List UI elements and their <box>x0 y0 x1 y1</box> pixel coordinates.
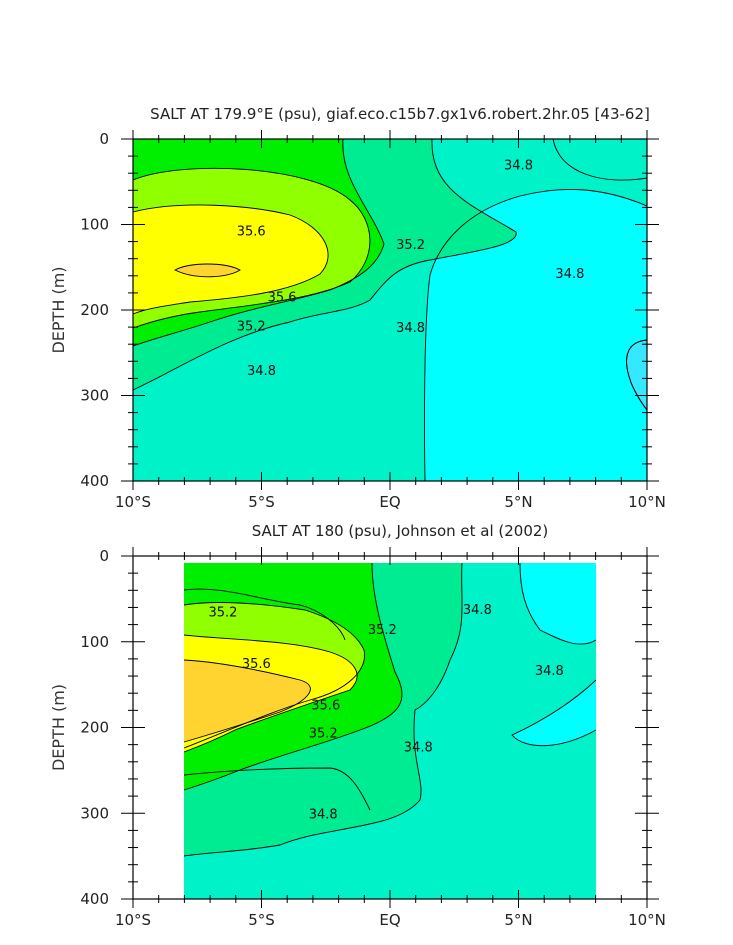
x-tick-label: 5°S <box>248 493 275 511</box>
x-tick-label: EQ <box>379 493 400 511</box>
contour-label: 35.2 <box>396 238 425 253</box>
y-tick-label: 200 <box>80 301 109 319</box>
contour-label: 34.8 <box>463 603 492 618</box>
y-axis-label: DEPTH (m) <box>49 266 68 353</box>
bottom-contour-line-2 <box>183 602 365 749</box>
y-tick-label: 300 <box>80 804 109 822</box>
contour-label: 34.8 <box>396 321 425 336</box>
top-contour-line-5 <box>174 263 241 278</box>
y-tick-label: 100 <box>80 216 109 234</box>
contour-label: 34.8 <box>309 807 338 822</box>
panel-top-axes: 10°S 5°S EQ 5°N 10°N 0 100 200 300 400 SALT AT 179… <box>49 105 666 511</box>
top-contour-line-7 <box>552 138 648 181</box>
panel-top-contour-lines <box>132 138 648 482</box>
x-tick-label: 5°N <box>504 911 532 929</box>
panel-bottom-axes: 10°S 5°S EQ 5°N 10°N 0 100 200 300 400 SALT AT 180… <box>49 522 666 929</box>
top-fill-band-6 <box>175 264 240 277</box>
contour-label: 35.2 <box>237 319 266 334</box>
y-tick-label: 0 <box>99 547 109 565</box>
contour-label: 34.8 <box>404 740 433 755</box>
x-tick-label: 5°S <box>248 911 275 929</box>
contour-label: 34.8 <box>504 159 533 174</box>
contour-label: 34.8 <box>555 267 584 282</box>
y-tick-label: 400 <box>80 890 109 908</box>
x-tick-label: 10°S <box>115 911 151 929</box>
bottom-contour-line-1 <box>183 562 403 791</box>
x-tick-label: 10°N <box>628 911 666 929</box>
chart-title: SALT AT 179.9°E (psu), giaf.eco.c15b7.gx… <box>150 105 650 123</box>
contour-label: 35.2 <box>368 623 397 638</box>
contour-label: 34.8 <box>535 664 564 679</box>
y-tick-label: 200 <box>80 719 109 737</box>
contour-label: 35.6 <box>268 290 297 305</box>
contour-label: 35.6 <box>311 698 340 713</box>
panel-bottom-contour-fills <box>184 563 596 899</box>
contour-label: 35.6 <box>242 657 271 672</box>
x-tick-label: 10°S <box>115 493 151 511</box>
chart-title: SALT AT 180 (psu), Johnson et al (2002) <box>252 522 549 540</box>
bottom-contour-line-4 <box>183 659 311 743</box>
y-tick-label: 0 <box>99 130 109 148</box>
panel-top-contour-fills <box>133 139 648 481</box>
panel-bottom-contour-lines <box>183 562 597 857</box>
bottom-contour-line-8 <box>183 767 371 811</box>
top-contour-line-1 <box>132 138 517 391</box>
contour-label: 35.2 <box>208 606 237 621</box>
y-tick-label: 100 <box>80 633 109 651</box>
x-tick-label: 10°N <box>628 493 666 511</box>
x-tick-label: EQ <box>379 911 400 929</box>
bottom-contour-line-6 <box>511 679 597 747</box>
bottom-contour-line-7 <box>183 588 346 641</box>
y-tick-label: 400 <box>80 472 109 490</box>
top-contour-line-0 <box>424 188 648 482</box>
contour-label: 34.8 <box>247 364 276 379</box>
contour-label: 35.2 <box>309 727 338 742</box>
bottom-contour-line-3 <box>183 634 358 753</box>
contour-label: 35.6 <box>237 224 266 239</box>
bottom-contour-line-0 <box>183 562 463 857</box>
top-contour-line-6 <box>626 339 648 411</box>
top-fill-band-5 <box>133 204 329 314</box>
x-tick-label: 5°N <box>504 493 532 511</box>
bottom-fill-band-7 <box>184 660 311 742</box>
top-contour-line-3 <box>132 167 371 329</box>
top-contour-line-4 <box>132 204 329 315</box>
top-contour-line-2 <box>132 138 385 347</box>
y-tick-label: 300 <box>80 387 109 405</box>
bottom-fill-band-1 <box>520 563 596 645</box>
bottom-contour-line-5 <box>519 562 597 645</box>
y-axis-label: DEPTH (m) <box>49 684 68 771</box>
